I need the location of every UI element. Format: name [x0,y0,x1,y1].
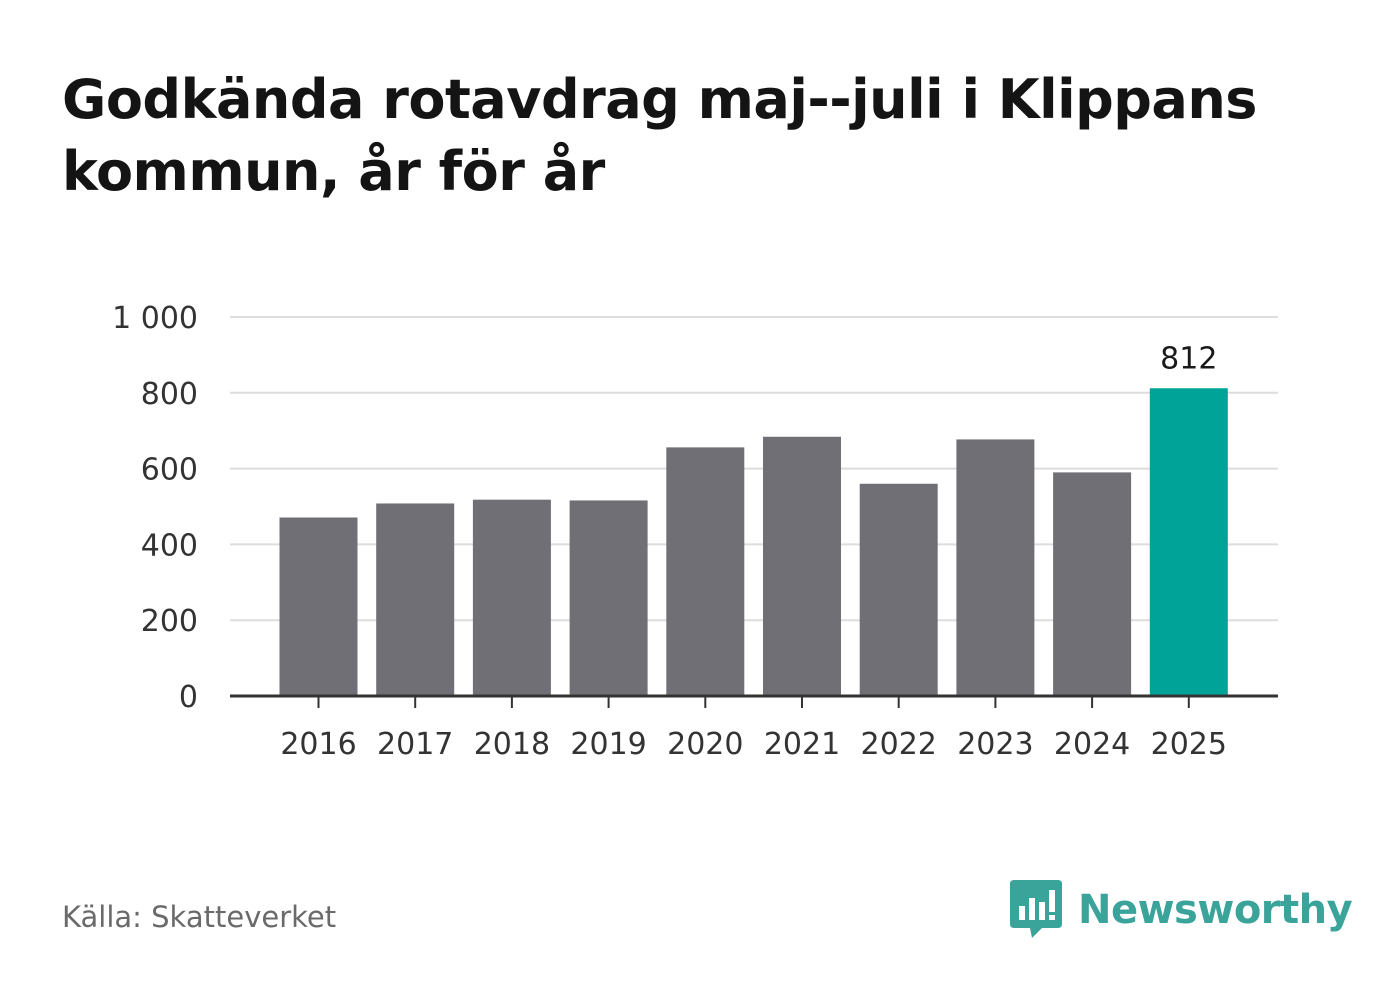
bar-2020 [666,447,745,696]
y-tick-label: 200 [141,604,198,639]
y-tick-label: 600 [141,453,198,488]
x-tick-label: 2016 [280,727,356,762]
x-tick-label: 2020 [667,727,743,762]
x-tick-label: 2023 [957,727,1033,762]
y-tick-label: 1 000 [112,301,198,336]
x-tick-label: 2017 [377,727,453,762]
brand-name: Newsworthy [1078,887,1353,933]
x-tick-label: 2018 [474,727,550,762]
y-tick-label: 0 [179,680,198,715]
bar-2022 [859,483,938,696]
x-tick-label: 2022 [861,727,937,762]
data-label: 812 [1160,341,1217,376]
y-tick-label: 800 [141,377,198,412]
bar-2021 [763,436,841,696]
labels: 0 200 400 600 800 1 000 2016 2017 2018 2019 2020 20… [112,301,1227,762]
x-tick-label: 2021 [764,727,840,762]
x-tick-label: 2019 [570,727,646,762]
source-note: Källa: Skatteverket [62,900,337,934]
newsworthy-logo: Newsworthy [1010,880,1353,940]
bar-2018 [472,499,551,696]
newsworthy-logo-icon [1010,880,1062,938]
bar-2024 [1053,472,1132,696]
chart-title: Godkända rotavdrag maj--juli i Klippans … [62,68,1257,203]
x-tick-label: 2025 [1151,727,1227,762]
bar-2025 [1149,388,1228,696]
bar-2016 [279,517,358,696]
bar-2019 [569,500,648,696]
x-tick-label: 2024 [1054,727,1130,762]
bar-2023 [956,439,1035,696]
axes [230,694,1278,708]
y-tick-label: 400 [141,528,198,563]
bar-2017 [376,503,455,696]
bars [279,388,1228,696]
